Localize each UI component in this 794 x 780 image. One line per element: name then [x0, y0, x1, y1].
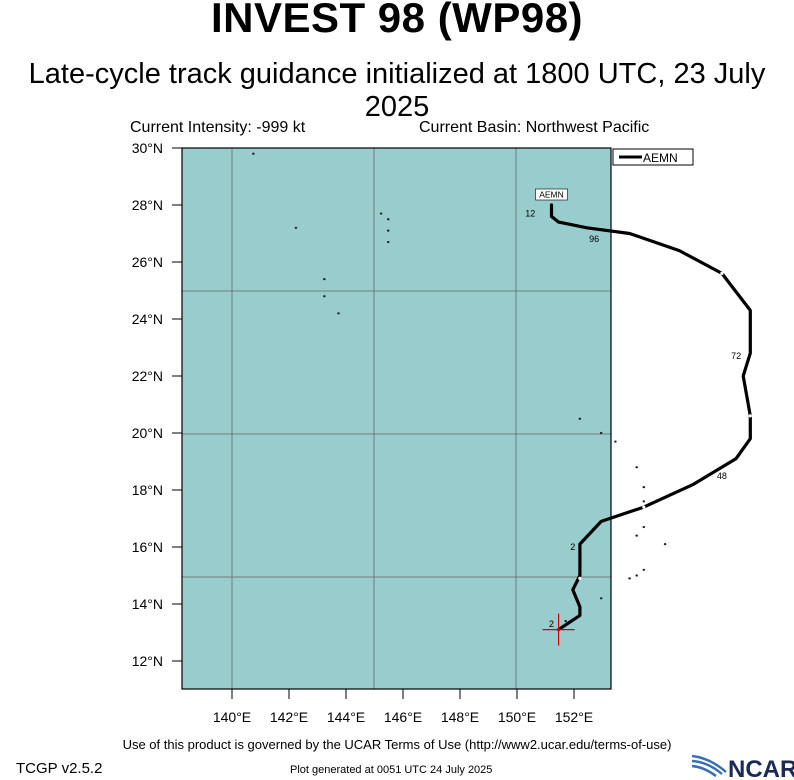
track-layer: 2 2 48 72 96 12 AEMN: [525, 188, 752, 646]
lon-label: 152°E: [555, 709, 593, 725]
island-mark: [294, 226, 298, 229]
lat-label: 22°N: [132, 368, 163, 384]
island-mark: [599, 597, 603, 600]
ocean-background: [182, 148, 611, 689]
island-mark: [663, 543, 667, 546]
lat-label: 12°N: [132, 653, 163, 669]
lon-label: 144°E: [327, 709, 365, 725]
version-label: TCGP v2.5.2: [16, 760, 103, 777]
island-mark: [252, 152, 255, 155]
svg-text:AEMN: AEMN: [539, 190, 564, 200]
lon-label: 140°E: [213, 709, 251, 725]
ncar-logo: NCAR: [691, 754, 794, 780]
island-mark: [635, 466, 638, 469]
island-mark: [628, 577, 631, 580]
initial-position-marker: [542, 613, 575, 646]
island-mark: [564, 620, 567, 623]
ncar-swoosh-icon: [691, 754, 727, 777]
lon-label: 150°E: [498, 709, 536, 725]
forecast-hour-label: 96: [589, 234, 599, 244]
track-time-dot: [720, 271, 724, 275]
lat-label: 18°N: [132, 482, 163, 498]
island-mark: [642, 486, 646, 489]
page-title: INVEST 98 (WP98): [210, 0, 584, 41]
track-time-dot: [748, 414, 752, 418]
legend-label: AEMN: [643, 151, 678, 165]
generated-timestamp: Plot generated at 0051 UTC 24 July 2025: [290, 764, 493, 776]
lat-label: 20°N: [132, 425, 163, 441]
forecast-hour-label: 2: [549, 619, 554, 629]
lat-label: 28°N: [132, 197, 163, 213]
current-intensity: Current Intensity: -999 kt: [130, 119, 306, 136]
island-mark: [614, 440, 617, 443]
island-mark: [386, 240, 390, 244]
terms-of-use: Use of this product is governed by the U…: [122, 737, 672, 752]
page-subtitle: Late-cycle track guidance initialized at…: [28, 58, 766, 123]
lon-label: 146°E: [384, 709, 422, 725]
lat-label: 16°N: [132, 539, 163, 555]
map-frame: [181, 147, 612, 690]
island-mark: [337, 312, 340, 315]
island-mark: [386, 218, 390, 221]
island-layer: [252, 152, 667, 623]
island-mark: [635, 534, 638, 537]
island-mark: [578, 417, 582, 420]
island-mark: [323, 278, 326, 281]
forecast-hour-label: 12: [525, 209, 535, 219]
island-mark: [642, 500, 646, 503]
island-mark: [599, 431, 603, 435]
lat-label: 24°N: [132, 311, 163, 327]
lon-axis: 140°E 142°E 144°E 146°E 148°E 150°E 152°…: [213, 689, 593, 725]
lon-label: 148°E: [441, 709, 479, 725]
island-mark: [386, 229, 390, 232]
lat-label: 14°N: [132, 596, 163, 612]
legend: AEMN: [612, 148, 694, 166]
lon-label: 142°E: [270, 709, 308, 725]
current-basin: Current Basin: Northwest Pacific: [419, 119, 650, 136]
aemn-track-line: [549, 203, 752, 632]
lat-label: 30°N: [132, 140, 163, 156]
island-mark: [323, 295, 326, 298]
track-end-label: AEMN: [535, 188, 568, 201]
forecast-hour-label: 48: [717, 471, 727, 481]
track-time-dot: [578, 576, 582, 580]
map-grid: [182, 148, 611, 689]
ncar-wordmark: NCAR: [728, 756, 794, 780]
island-mark: [635, 574, 638, 577]
lat-axis: 30°N 28°N 26°N 24°N 22°N 20°N 18°N 16°N …: [132, 140, 182, 669]
forecast-hour-label: 2: [570, 542, 575, 552]
island-mark: [642, 525, 646, 529]
island-mark: [379, 212, 383, 215]
legend-box: [612, 148, 694, 166]
track-time-dot: [642, 505, 646, 509]
lat-label: 26°N: [132, 254, 163, 270]
forecast-hour-label: 72: [731, 351, 741, 361]
island-mark: [642, 568, 646, 571]
